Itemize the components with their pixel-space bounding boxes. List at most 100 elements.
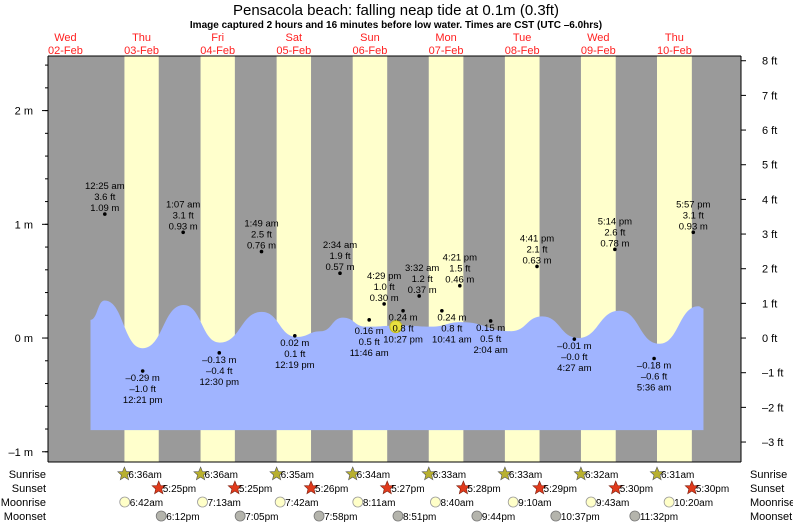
right-axis-tick-label: –3 ft — [762, 437, 783, 449]
tide-height-m-label: –0.29 m — [126, 373, 160, 384]
tide-height-m-label: 0.76 m — [247, 241, 276, 252]
tide-height-m-label: –0.18 m — [637, 361, 671, 372]
moonset-icon — [471, 510, 483, 522]
low-tide-point — [652, 356, 656, 361]
tide-time-label: 12:19 pm — [275, 360, 315, 371]
tide-height-ft-label: 0.5 ft — [480, 334, 501, 345]
high-tide-event: 1:07 am3.1 ft0.93 m — [166, 199, 200, 235]
tide-height-m-label: 0.46 m — [445, 275, 474, 286]
tide-height-ft-label: 1.9 ft — [329, 251, 350, 262]
sunrise-time: 6:33am — [509, 470, 542, 481]
high-tide-point — [338, 271, 342, 276]
date-label: 06-Feb — [352, 45, 387, 57]
moonset-time: 11:32pm — [640, 512, 678, 523]
tide-height-ft-label: 3.1 ft — [173, 210, 194, 221]
moonrise-time: 7:42am — [285, 498, 318, 509]
tide-height-m-label: 0.24 m — [437, 313, 466, 324]
sunrise-time: 6:35am — [281, 470, 314, 481]
moonset-time: 10:37pm — [561, 512, 600, 523]
tide-time-label: 5:57 pm — [676, 199, 710, 210]
low-tide-point — [572, 337, 577, 341]
tide-time-label: 4:29 pm — [367, 271, 401, 282]
tide-height-ft-label: 0.1 ft — [284, 349, 305, 360]
tide-height-ft-label: –1.0 ft — [129, 384, 156, 395]
moonset-row-label-left: Moonset — [4, 511, 46, 523]
tide-height-ft-label: –0.4 ft — [206, 366, 233, 377]
axes: Wed02-FebThu03-FebFri04-FebSat05-FebSun0… — [9, 32, 783, 463]
moonrise-time: 6:42am — [130, 498, 163, 509]
sunset-time: 5:28pm — [467, 484, 500, 495]
moonset-row-label-right: Moonset — [750, 511, 792, 523]
low-tide-point — [140, 369, 145, 373]
tide-height-ft-label: 2.5 ft — [251, 230, 272, 241]
tide-time-label: 2:04 am — [473, 345, 507, 356]
tide-time-label: 4:41 pm — [520, 233, 554, 244]
moonset-time: 7:58pm — [324, 512, 357, 523]
low-tide-event: –0.01 m–0.0 ft4:27 am — [557, 337, 592, 374]
high-tide-event: 5:57 pm3.1 ft0.93 m — [676, 199, 711, 235]
moonrise-time: 9:10am — [518, 498, 551, 509]
tide-time-label: 10:41 am — [432, 335, 472, 346]
sunrise-time: 6:31am — [661, 470, 694, 481]
date-label: 08-Feb — [505, 45, 540, 57]
low-tide-event: 0.15 m0.5 ft2:04 am — [473, 319, 508, 356]
sunset-star-icon — [684, 480, 700, 495]
tide-height-m-label: 1.09 m — [90, 203, 119, 214]
sunset-time: 5:25pm — [239, 484, 272, 495]
right-axis-tick-label: –2 ft — [762, 402, 783, 414]
right-axis-tick-label: 1 ft — [762, 298, 777, 310]
moonset-time: 9:44pm — [482, 512, 515, 523]
right-axis-tick-label: 5 ft — [762, 160, 777, 172]
right-axis-tick-label: 2 ft — [762, 264, 777, 276]
moonrise-icon — [585, 496, 597, 508]
tide-height-m-label: 0.63 m — [522, 255, 551, 266]
sunrise-time: 6:33am — [433, 470, 466, 481]
date-label: 07-Feb — [429, 45, 464, 57]
chart-title: Pensacola beach: falling neap tide at 0.… — [233, 2, 559, 19]
sunrise-time: 6:32am — [585, 470, 618, 481]
right-axis-tick-label: –1 ft — [762, 368, 783, 380]
high-tide-point — [535, 264, 539, 269]
moonset-icon — [313, 510, 325, 522]
moonrise-icon — [274, 496, 286, 508]
sunset-row-label-left: Sunset — [12, 483, 46, 495]
moonset-time: 7:05pm — [245, 512, 278, 523]
high-tide-event: 3:32 am1.2 ft0.37 m — [405, 263, 439, 298]
tide-height-ft-label: –0.0 ft — [561, 352, 588, 363]
right-axis-tick-label: 6 ft — [762, 125, 777, 137]
moonset-time: 6:12pm — [166, 512, 199, 523]
high-tide-point — [382, 302, 386, 306]
right-axis-tick-label: 7 ft — [762, 90, 777, 102]
high-tide-point — [417, 294, 421, 298]
moonrise-time: 8:40am — [440, 498, 473, 509]
tide-time-label: 3:32 am — [405, 263, 439, 274]
tide-height-m-label: 0.02 m — [280, 338, 309, 349]
tide-height-ft-label: 0.8 ft — [393, 324, 414, 335]
day-of-week-label: Wed — [54, 32, 76, 44]
chart-subtitle: Image captured 2 hours and 16 minutes be… — [190, 20, 602, 31]
date-label: 10-Feb — [657, 45, 692, 57]
left-axis-tick-label: 0 m — [15, 333, 33, 345]
tide-height-ft-label: 1.0 ft — [374, 282, 395, 293]
high-tide-event: 4:21 pm1.5 ft0.46 m — [443, 253, 477, 288]
tide-height-ft-label: 1.5 ft — [449, 264, 470, 275]
tide-time-label: 2:34 am — [323, 240, 357, 251]
day-of-week-label: Sat — [286, 32, 303, 44]
moonrise-time: 8:11am — [363, 498, 396, 509]
sunset-star-icon — [151, 480, 167, 495]
moonrise-icon — [197, 496, 208, 508]
tide-height-m-label: 0.78 m — [600, 238, 629, 249]
day-of-week-label: Mon — [435, 32, 456, 44]
tide-time-label: 11:46 am — [350, 348, 389, 359]
day-of-week-label: Thu — [132, 32, 151, 44]
tide-height-m-label: 0.30 m — [370, 293, 399, 304]
tide-time-label: 5:14 pm — [598, 216, 632, 227]
low-tide-point — [488, 319, 493, 323]
sunrise-time: 6:34am — [357, 470, 390, 481]
high-tide-event: 1:49 am2.5 ft0.76 m — [244, 219, 279, 254]
moonset-icon — [234, 510, 246, 522]
